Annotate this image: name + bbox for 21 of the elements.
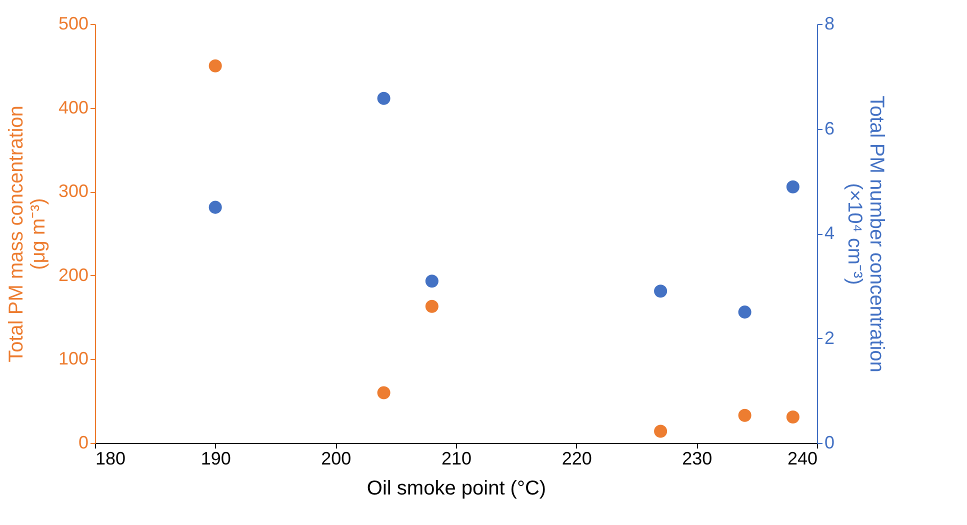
y2-tick-label: 4	[824, 223, 835, 243]
y-tick-label: 500	[58, 14, 88, 34]
x-tick-label: 240	[787, 448, 818, 468]
y-tick-label: 100	[58, 348, 88, 369]
y2-tick-label: 8	[824, 14, 835, 34]
y2-tick-label: 6	[824, 118, 835, 138]
y-tick-label: 400	[58, 97, 88, 118]
y-tick-label: 300	[58, 181, 88, 202]
x-tick-label: 200	[321, 448, 352, 468]
y-axis-title: Total PM mass concentration (μg m⁻³)	[5, 106, 50, 362]
x-tick-label: 220	[562, 448, 592, 468]
x-tick-label: 180	[96, 448, 126, 468]
x-tick-label: 190	[200, 448, 231, 468]
x-tick-label: 210	[441, 448, 472, 468]
y2-axis-title: Total PM number concentration (×10⁴ cm⁻³)	[844, 96, 888, 372]
y2-tick-label: 2	[824, 328, 835, 348]
y-tick-label: 0	[78, 432, 88, 452]
y2-tick-label: 0	[824, 432, 835, 452]
y-tick-label: 200	[58, 264, 88, 285]
x-tick-label: 230	[682, 448, 712, 468]
x-axis-title: Oil smoke point (°C)	[366, 478, 546, 500]
